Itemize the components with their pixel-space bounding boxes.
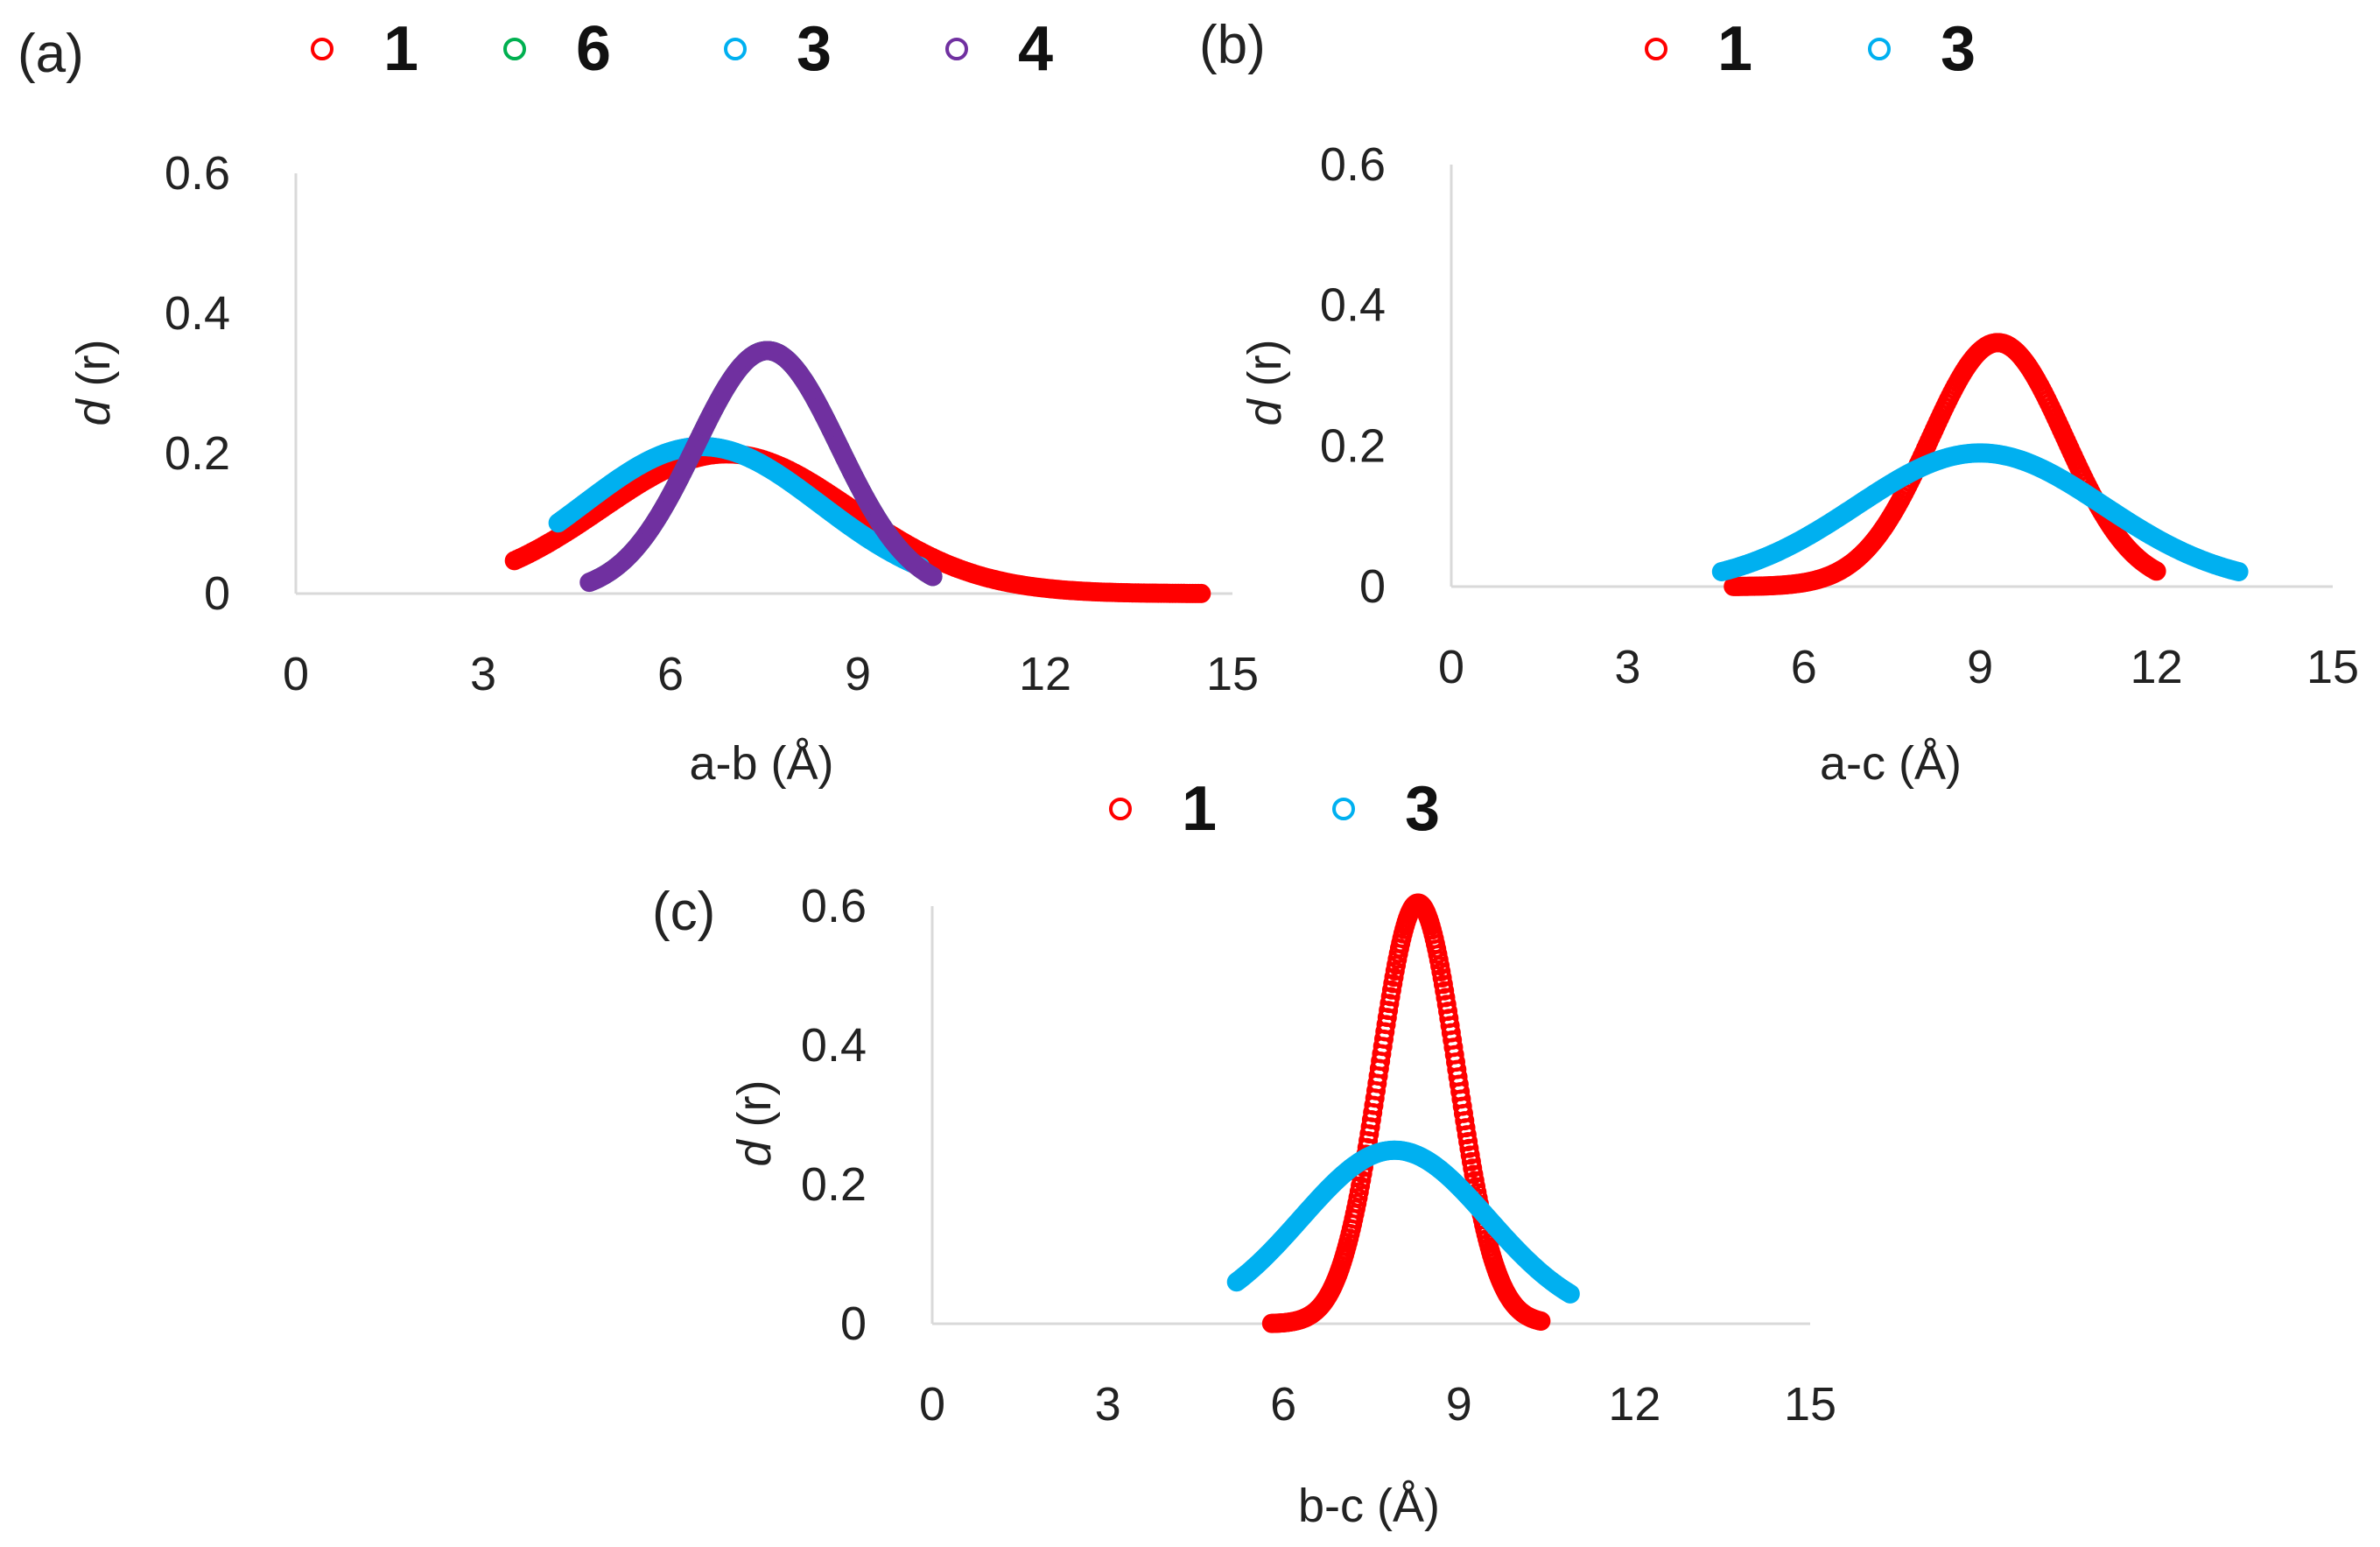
x-tick-label: 6: [1270, 1378, 1296, 1431]
data-point: [1560, 1283, 1580, 1304]
x-tick-label: 15: [1206, 648, 1259, 700]
data-point: [1531, 1311, 1551, 1331]
x-tick-label: 3: [470, 648, 496, 700]
panel-label: (c): [652, 882, 715, 942]
y-tick-label: 0: [204, 567, 230, 620]
x-tick-label: 3: [1614, 641, 1640, 693]
legend-marker: [503, 38, 526, 60]
y-tick-label: 0.6: [165, 147, 230, 200]
panel-label: (b): [1199, 15, 1266, 75]
x-tick-label: 9: [1446, 1378, 1472, 1431]
chart-panel-1: (b) 0 3 6 9 12 15 0 0.2 0.4 0.6 a-c (Å) d (r) 1 3: [1199, 14, 2359, 790]
legend-label: 4: [1018, 14, 1053, 84]
y-tick-label: 0.2: [1320, 419, 1386, 472]
y-tick-label: 0: [1359, 560, 1386, 613]
y-axis-title-italic: d: [67, 398, 120, 426]
x-tick-label: 6: [657, 648, 684, 700]
y-axis-title-rest: (r): [1239, 340, 1291, 400]
y-axis-title-italic: d: [1239, 398, 1291, 426]
x-tick-label: 12: [2131, 641, 2183, 693]
y-axis-title-rest: (r): [728, 1080, 781, 1141]
legend-label: 6: [576, 14, 611, 84]
legend-label: 1: [1182, 774, 1217, 844]
data-point: [1191, 583, 1211, 603]
data-point: [2229, 562, 2249, 582]
series-4: [579, 341, 943, 593]
series-3: [1711, 443, 2249, 582]
y-axis-title-italic: d: [728, 1139, 781, 1167]
y-tick-label: 0.2: [165, 427, 230, 480]
chart-panel-2: (c) 0 3 6 9 12 15 0 0.2 0.4 0.6 b-c (Å) d (r) 1 3: [652, 774, 1836, 1532]
legend-label: 3: [797, 14, 832, 84]
x-tick-label: 15: [1784, 1378, 1836, 1431]
y-tick-label: 0.4: [801, 1019, 867, 1072]
legend-marker: [945, 38, 968, 60]
legend-marker: [1109, 798, 1132, 820]
y-axis-title: d (r): [1239, 340, 1291, 426]
legend-marker: [1645, 38, 1667, 60]
legend-label: 3: [1941, 14, 1976, 84]
x-tick-label: 0: [283, 648, 309, 700]
x-tick-label: 9: [845, 648, 871, 700]
y-tick-label: 0.4: [1320, 279, 1386, 332]
x-tick-label: 6: [1791, 641, 1817, 693]
x-tick-label: 0: [919, 1378, 945, 1431]
y-tick-label: 0: [840, 1297, 867, 1350]
x-tick-label: 0: [1438, 641, 1464, 693]
y-axis-title: d (r): [67, 340, 120, 426]
chart-panel-0: (a) 0 3 6 9 12 15 0 0.2 0.4 0.6 a-b (Å) d (r) 1 6 3 4: [18, 14, 1259, 790]
x-tick-label: 15: [2306, 641, 2359, 693]
y-tick-label: 0.2: [801, 1158, 867, 1211]
legend-label: 3: [1405, 774, 1440, 844]
x-tick-label: 9: [1967, 641, 1993, 693]
x-axis-title: a-c (Å): [1820, 737, 1962, 790]
legend-label: 1: [1717, 14, 1752, 84]
legend-marker: [1868, 38, 1891, 60]
x-tick-label: 12: [1019, 648, 1071, 700]
x-axis-title: a-b (Å): [689, 737, 833, 790]
legend-marker: [311, 38, 333, 60]
series-3: [1226, 1140, 1580, 1304]
y-axis-title-rest: (r): [67, 340, 120, 400]
legend-marker: [724, 38, 747, 60]
legend-label: 1: [383, 14, 418, 84]
y-tick-label: 0.4: [165, 287, 230, 340]
y-tick-label: 0.6: [1320, 138, 1386, 191]
legend-marker: [1332, 798, 1355, 820]
data-point: [923, 566, 943, 587]
y-axis-title: d (r): [728, 1080, 781, 1167]
x-tick-label: 3: [1095, 1378, 1121, 1431]
panel-label: (a): [18, 24, 84, 84]
data-point: [2146, 561, 2166, 581]
y-tick-label: 0.6: [801, 880, 867, 932]
x-axis-title: b-c (Å): [1298, 1480, 1440, 1532]
x-tick-label: 12: [1608, 1378, 1660, 1431]
series-1: [1261, 893, 1551, 1333]
